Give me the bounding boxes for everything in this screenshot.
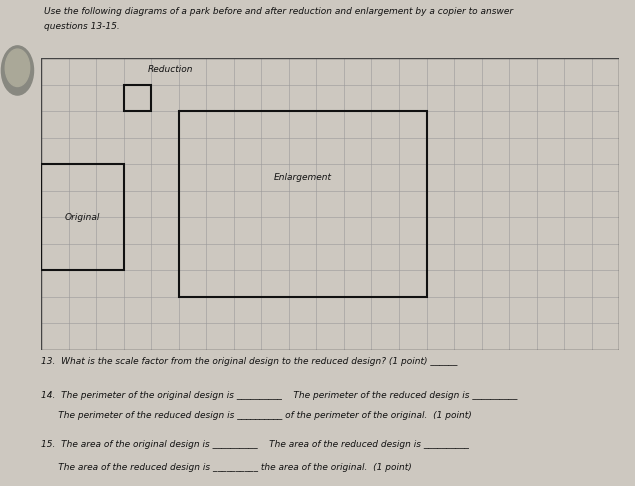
- Text: 13.  What is the scale factor from the original design to the reduced design? (1: 13. What is the scale factor from the or…: [41, 357, 458, 366]
- Text: Reduction: Reduction: [148, 65, 193, 74]
- Text: questions 13-15.: questions 13-15.: [44, 22, 120, 31]
- Text: The area of the reduced design is __________ the area of the original.  (1 point: The area of the reduced design is ______…: [41, 463, 412, 472]
- Text: Original: Original: [65, 213, 100, 222]
- Bar: [179, 111, 427, 297]
- Text: Use the following diagrams of a park before and after reduction and enlargement : Use the following diagrams of a park bef…: [44, 7, 514, 17]
- Text: The perimeter of the reduced design is __________ of the perimeter of the origin: The perimeter of the reduced design is _…: [41, 411, 472, 420]
- Bar: [124, 85, 151, 111]
- Circle shape: [5, 49, 30, 87]
- Text: 15.  The area of the original design is __________    The area of the reduced de: 15. The area of the original design is _…: [41, 440, 469, 449]
- Bar: [41, 164, 124, 270]
- Text: Enlargement: Enlargement: [274, 173, 331, 182]
- Circle shape: [1, 46, 34, 95]
- Text: 14.  The perimeter of the original design is __________    The perimeter of the : 14. The perimeter of the original design…: [41, 391, 518, 400]
